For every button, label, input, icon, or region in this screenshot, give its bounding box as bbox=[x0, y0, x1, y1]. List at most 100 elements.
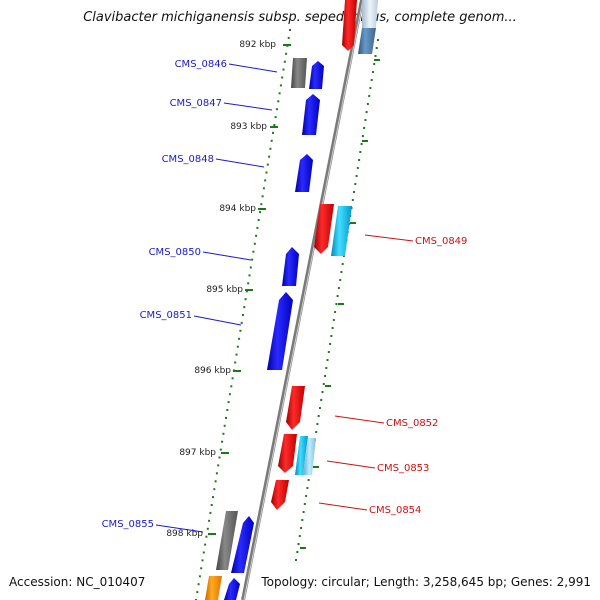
label-cms-0853[interactable]: CMS_0853 bbox=[377, 463, 429, 474]
scale-dot-right bbox=[337, 287, 340, 289]
label-cms-0855[interactable]: CMS_0855 bbox=[102, 519, 154, 530]
scale-dot-right bbox=[320, 399, 323, 401]
feature-gene-0851[interactable] bbox=[267, 292, 293, 370]
scale-dot-left bbox=[228, 393, 231, 396]
scale-dot-left bbox=[218, 456, 221, 459]
scale-dot-left bbox=[231, 377, 234, 380]
scale-dot-left bbox=[274, 116, 277, 119]
scale-dot-right bbox=[315, 431, 318, 433]
scale-dot-left bbox=[259, 211, 261, 214]
scale-dot-left bbox=[273, 124, 276, 126]
scale-dot-right bbox=[341, 263, 344, 265]
scale-dot-left bbox=[201, 559, 204, 562]
scale-dot-left bbox=[264, 179, 267, 182]
label-cms-0854[interactable]: CMS_0854 bbox=[369, 505, 421, 516]
label-cms-0848[interactable]: CMS_0848 bbox=[162, 154, 214, 165]
scale-dot-left bbox=[202, 551, 205, 554]
scale-dot-left bbox=[213, 488, 216, 491]
scale-dot-left bbox=[223, 424, 226, 427]
scale-dot-left bbox=[230, 385, 233, 388]
feature-gene-0852[interactable] bbox=[286, 386, 305, 430]
scale-dot-left bbox=[198, 575, 201, 578]
scale-dot-left bbox=[268, 155, 271, 158]
scale-dot-right bbox=[302, 511, 305, 513]
label-cms-0847[interactable]: CMS_0847 bbox=[170, 98, 222, 109]
feature-gene-0854[interactable] bbox=[271, 480, 289, 510]
feature-cds-gray-0846[interactable] bbox=[291, 58, 307, 88]
scale-dot-left bbox=[255, 234, 258, 237]
scale-dot-left bbox=[242, 314, 244, 316]
feature-cds-steel-top[interactable] bbox=[358, 28, 376, 54]
feature-cds-orange-bottom[interactable] bbox=[205, 576, 222, 600]
scale-dot-right bbox=[307, 479, 310, 481]
scale-dot-right bbox=[356, 167, 359, 169]
scale-dot-right bbox=[336, 295, 339, 297]
scale-dots-right bbox=[295, 39, 379, 561]
scale-dot-left bbox=[219, 448, 222, 451]
feature-gene-top-red[interactable] bbox=[342, 0, 357, 51]
scale-dot-right bbox=[332, 319, 335, 321]
feature-cds-cyan-0849[interactable] bbox=[331, 206, 352, 256]
scale-dot-left bbox=[240, 321, 243, 324]
feature-gene-0853[interactable] bbox=[278, 434, 297, 473]
scale-dot-right bbox=[363, 127, 366, 129]
scale-dot-left bbox=[253, 242, 256, 245]
scale-dot-right bbox=[377, 39, 379, 41]
feature-gene-0849[interactable] bbox=[314, 204, 334, 254]
feature-cds-gray-0855[interactable] bbox=[216, 511, 238, 570]
feature-gene-0847[interactable] bbox=[302, 94, 320, 135]
scale-dot-left bbox=[251, 258, 254, 261]
scale-dot-left bbox=[214, 480, 217, 483]
feature-gene-0848[interactable] bbox=[295, 154, 313, 192]
scale-dot-left bbox=[204, 543, 207, 546]
feature-gene-0846[interactable] bbox=[309, 61, 324, 89]
tick-label-897: 897 kbp bbox=[179, 448, 216, 458]
scale-dot-left bbox=[283, 60, 286, 63]
tick-label-898: 898 kbp bbox=[166, 529, 203, 539]
scale-dot-right bbox=[327, 351, 330, 353]
backbone-highlight bbox=[243, 0, 364, 600]
label-cms-0852[interactable]: CMS_0852 bbox=[386, 418, 438, 429]
scale-dot-left bbox=[235, 353, 238, 356]
label-cms-0851[interactable]: CMS_0851 bbox=[140, 310, 192, 321]
scale-dot-left bbox=[265, 171, 268, 174]
feature-cds-cyan-0853[interactable] bbox=[295, 436, 308, 475]
scale-dot-left bbox=[227, 401, 230, 404]
scale-dot-left bbox=[212, 496, 214, 499]
scale-dot-right bbox=[340, 271, 343, 273]
scale-dot-left bbox=[200, 567, 203, 570]
feature-gene-0855[interactable] bbox=[231, 516, 254, 573]
tick-897: 897 kbp bbox=[179, 448, 229, 458]
topology-summary: Topology: circular; Length: 3,258,645 bp… bbox=[261, 575, 591, 589]
scale-dot-left bbox=[225, 416, 227, 419]
label-cms-0849[interactable]: CMS_0849 bbox=[415, 236, 467, 247]
scale-dot-left bbox=[238, 337, 241, 340]
tick-label-896: 896 kbp bbox=[194, 366, 231, 376]
feature-gene-0850[interactable] bbox=[282, 247, 299, 286]
feature-cds-cyanlight-0853[interactable] bbox=[303, 438, 316, 475]
scale-dot-left bbox=[236, 345, 239, 348]
scale-dot-left bbox=[260, 203, 263, 206]
scale-dot-left bbox=[262, 187, 265, 190]
scale-dot-left bbox=[209, 511, 212, 514]
scale-dot-right bbox=[354, 183, 357, 185]
scale-dot-left bbox=[234, 361, 237, 364]
scale-dot-right bbox=[322, 383, 325, 385]
label-cms-0846[interactable]: CMS_0846 bbox=[175, 59, 227, 70]
tick-label-894: 894 kbp bbox=[219, 204, 256, 214]
tick-898: 898 kbp bbox=[166, 529, 216, 539]
feature-gene-bottom[interactable] bbox=[224, 578, 240, 600]
scale-dot-left bbox=[208, 519, 211, 522]
feature-cds-pale-top[interactable] bbox=[362, 0, 378, 28]
scale-dot-right bbox=[359, 151, 362, 153]
scale-dot-right bbox=[321, 391, 324, 393]
scale-dot-right bbox=[366, 103, 369, 105]
scale-dot-left bbox=[210, 504, 213, 506]
scale-dot-right bbox=[326, 359, 329, 361]
tick-label-895: 895 kbp bbox=[206, 285, 243, 295]
label-cms-0850[interactable]: CMS_0850 bbox=[149, 247, 201, 258]
scale-dot-left bbox=[281, 76, 284, 79]
scale-dot-left bbox=[244, 298, 247, 301]
